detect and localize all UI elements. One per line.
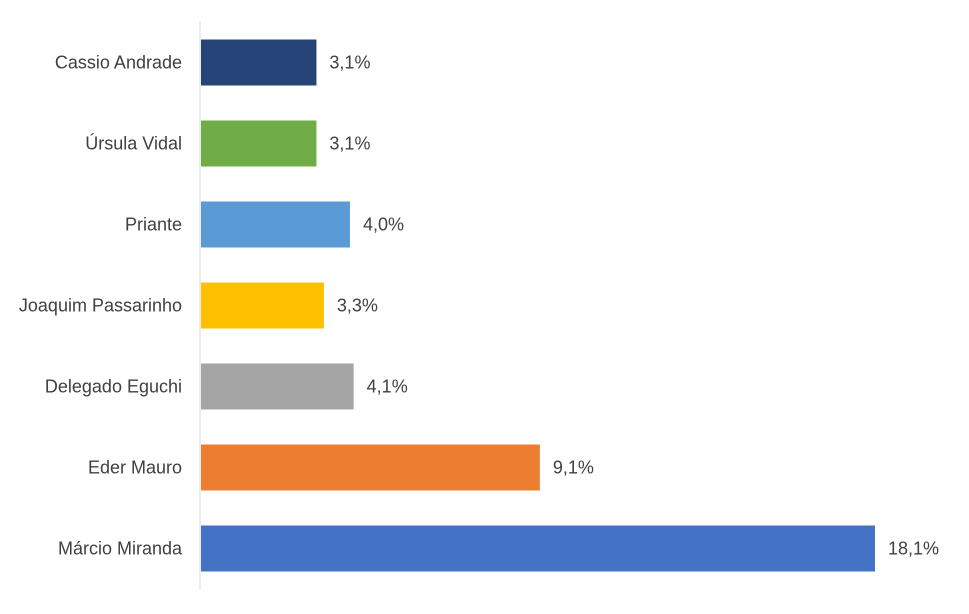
- bar: [201, 525, 875, 572]
- bar: [201, 39, 317, 86]
- bar: [201, 120, 317, 167]
- data-label: 4,1%: [367, 377, 408, 397]
- bars-group: Cassio Andrade 3,1% Úrsula Vidal 3,1% Priant…: [19, 39, 939, 572]
- category-label: Delegado Eguchi: [45, 377, 182, 397]
- bar: [201, 201, 350, 248]
- category-label: Joaquim Passarinho: [19, 296, 182, 316]
- bar: [201, 363, 354, 410]
- category-label: Úrsula Vidal: [85, 133, 182, 154]
- data-label: 3,3%: [337, 296, 378, 316]
- bar: [201, 444, 540, 491]
- data-label: 9,1%: [553, 458, 594, 478]
- data-label: 4,0%: [363, 215, 404, 235]
- category-label: Cassio Andrade: [55, 53, 182, 73]
- data-label: 3,1%: [329, 53, 370, 73]
- bar: [201, 282, 324, 329]
- data-label: 18,1%: [888, 539, 939, 559]
- data-label: 3,1%: [329, 134, 370, 154]
- category-label: Márcio Miranda: [58, 539, 183, 559]
- category-label: Priante: [125, 215, 182, 235]
- category-label: Eder Mauro: [88, 458, 182, 478]
